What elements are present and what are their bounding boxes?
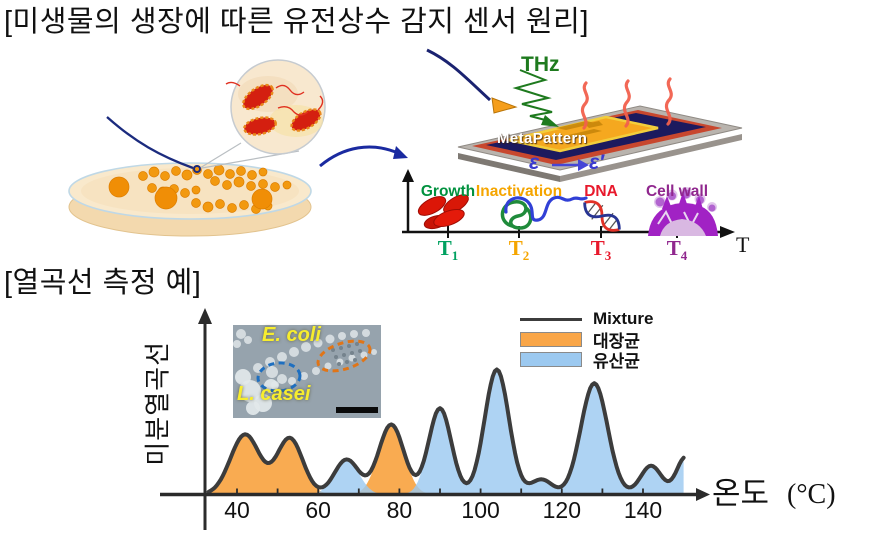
- lcasei-dashed-circle: [256, 361, 302, 393]
- legend-label: 대장균: [593, 331, 640, 351]
- ecoli-swatch: [520, 331, 582, 347]
- legend-item-mixture: Mixture: [520, 309, 653, 329]
- scale-bar: [336, 407, 378, 413]
- bacterium-icon: [243, 116, 277, 136]
- timeline-yaxis-arrowhead: [402, 169, 414, 182]
- fiber-probe-icon: [426, 48, 518, 114]
- tick-subscript: 2: [522, 248, 530, 264]
- tick-label-t1: T1: [437, 236, 459, 264]
- x-axis-label: 온도: [712, 476, 770, 511]
- legend-item-lcasei: 유산균: [520, 349, 653, 371]
- inactivation-protein-icon: [500, 195, 588, 230]
- dna-icon: [583, 200, 621, 232]
- tick-subscript: 4: [680, 248, 688, 264]
- inset-lcasei-label: L. casei: [237, 383, 311, 405]
- tick-label-t4: T4: [666, 236, 688, 264]
- tick-letter: T: [590, 236, 605, 260]
- y-axis-arrowhead: [198, 308, 212, 324]
- stage-label-cellwall: Cell wall: [645, 183, 709, 200]
- lcasei-swatch: [520, 351, 582, 367]
- epsilon-prime-symbol: ε′: [589, 151, 605, 174]
- photo-colonies: [233, 329, 377, 415]
- mixture-line-swatch: [520, 317, 582, 321]
- thz-chip-illustration: [426, 48, 743, 182]
- legend-item-ecoli: 대장균: [520, 329, 653, 351]
- inset-ecoli-label: E. coli: [262, 324, 321, 346]
- bacteria-colonies: [108, 164, 292, 214]
- tick-letter: T: [437, 236, 452, 260]
- mixture-line-series: [206, 367, 686, 494]
- bacterium-icon: [242, 83, 274, 111]
- stage-label-inactivation: Inactivation: [475, 183, 563, 200]
- x-axis-unit-label: (°C): [787, 479, 836, 510]
- flow-arrow-icon: [319, 145, 408, 168]
- x-tick-60: 60: [305, 497, 331, 523]
- magnifier-inset: [225, 59, 326, 155]
- ecoli-dashed-circle: [316, 339, 372, 373]
- bacterium-icon: [290, 108, 322, 132]
- x-tick-80: 80: [386, 497, 413, 523]
- x-tick-100: 100: [461, 497, 500, 523]
- tick-label-t2: T2: [508, 236, 530, 264]
- epsilon-arrow-icon: [552, 159, 589, 171]
- x-tick-140: 140: [623, 497, 663, 523]
- tick-label-t3: T3: [590, 236, 612, 264]
- legend-label: 유산균: [593, 351, 640, 371]
- chart-legend: Mixture 대장균 유산균: [520, 309, 653, 371]
- heat-waves-icon: [580, 77, 673, 130]
- cell-wall-icon: [648, 187, 718, 236]
- chart-axes: [160, 320, 698, 530]
- timeline-xaxis-arrowhead: [720, 226, 735, 238]
- tick-letter: T: [666, 236, 681, 260]
- epsilon-symbol: ε: [529, 151, 540, 174]
- legend-label: Mixture: [593, 309, 654, 328]
- chart-plot: [160, 308, 710, 530]
- flagella-icon: [225, 81, 324, 116]
- stage-label-growth: Growth: [420, 183, 476, 200]
- tick-subscript: 3: [604, 248, 612, 264]
- ecoli-area-series: [208, 424, 684, 495]
- thz-label: THz: [521, 53, 560, 76]
- page-title: [미생물의 생장에 따른 유전상수 감지 센서 원리]: [4, 6, 589, 38]
- timeline-axis-label: T: [736, 232, 750, 257]
- metapattern-label: MetaPattern: [497, 130, 588, 147]
- x-tick-120: 120: [542, 497, 581, 523]
- growth-bacteria-icon: [417, 194, 469, 230]
- stage-label-dna: DNA: [584, 183, 618, 200]
- petri-dish-illustration: [68, 162, 312, 237]
- y-axis-label: 미분열곡선: [142, 341, 173, 466]
- inset-photo: [233, 325, 381, 418]
- lcasei-area-series: [208, 369, 684, 495]
- tick-letter: T: [508, 236, 523, 260]
- thermal-section-label: [열곡선 측정 예]: [4, 267, 202, 299]
- tick-subscript: 1: [451, 248, 459, 264]
- x-tick-40: 40: [224, 497, 250, 523]
- thz-wave-arrow-icon: [512, 69, 559, 127]
- inoculation-needle-icon: [106, 116, 201, 173]
- x-axis-arrowhead: [696, 488, 710, 501]
